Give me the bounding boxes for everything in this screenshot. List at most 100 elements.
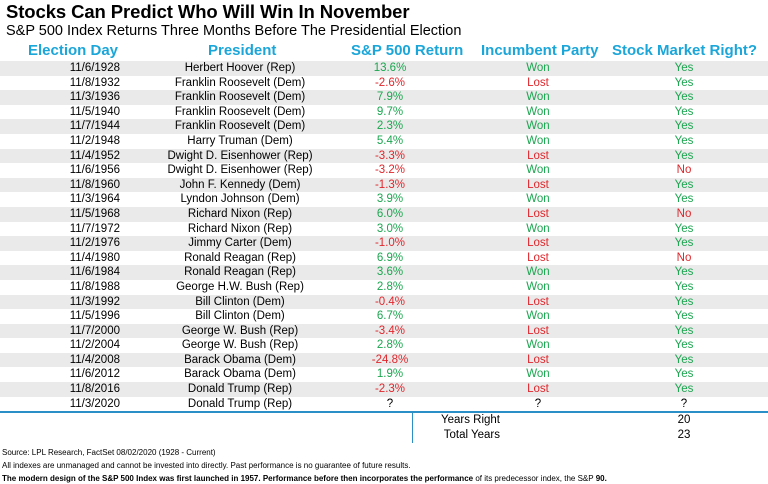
summary-row-years-right: Years Right 20 [0,413,768,428]
cell-president: Bill Clinton (Dem) [195,295,285,308]
cell-return: 6.9% [376,251,404,264]
cell-market-right: Yes [674,120,694,133]
cell-market-right: Yes [674,134,694,147]
cell-election-day: 11/8/1932 [69,76,120,89]
cell-market-right: Yes [674,295,694,308]
cell-market-right: Yes [674,91,694,104]
cell-incumbent-party: Lost [527,324,549,337]
summary-divider [412,413,413,443]
cell-incumbent-party: Lost [527,149,549,162]
cell-president: Herbert Hoover (Rep) [184,62,296,74]
cell-election-day: 11/5/1996 [69,310,120,323]
cell-election-day: 11/8/1960 [69,178,120,191]
cell-incumbent-party: Won [526,339,550,352]
table-row: 11/6/2012 Barack Obama (Dem) 1.9% Won Yes [0,367,768,382]
methodology-note-normal: of its predecessor index, the S&P [473,474,596,483]
cell-election-day: 11/8/1988 [69,280,120,293]
cell-market-right: Yes [674,222,694,235]
header-election-day: Election Day [28,42,119,59]
cell-election-day: 11/7/1944 [69,120,120,133]
cell-return: 6.7% [376,310,404,323]
table-row: 11/4/1980 Ronald Reagan (Rep) 6.9% Lost No [0,251,768,266]
table-row: 11/8/1932 Franklin Roosevelt (Dem) -2.6% Lo… [0,76,768,91]
table-header: Election Day President S&P 500 Return In… [0,41,768,61]
cell-incumbent-party: Lost [527,207,549,220]
cell-election-day: 11/4/1952 [69,149,120,162]
cell-market-right: ? [680,397,688,410]
table-row: 11/3/1992 Bill Clinton (Dem) -0.4% Lost Yes [0,294,768,310]
cell-return: 5.4% [376,134,404,147]
cell-election-day: 11/5/1968 [69,207,120,220]
cell-return: -3.2% [374,164,406,177]
methodology-note-bold: The modern design of the S&P 500 Index w… [2,474,474,483]
cell-incumbent-party: Lost [527,251,549,264]
cell-return: 2.8% [376,339,404,352]
cell-incumbent-party: Won [526,91,550,104]
table-row: 11/5/1968 Richard Nixon (Rep) 6.0% Lost No [0,206,768,222]
table-row: 11/8/1988 George H.W. Bush (Rep) 2.8% Won Ye… [0,280,768,295]
cell-return: 2.8% [376,280,404,293]
total-years-label: Total Years [443,429,500,441]
cell-president: Donald Trump (Rep) [187,397,293,410]
cell-incumbent-party: Lost [527,353,549,366]
cell-return: -24.8% [371,353,409,366]
cell-market-right: Yes [674,105,694,118]
cell-president: Richard Nixon (Rep) [187,207,293,220]
table-row: 11/2/2004 George W. Bush (Rep) 2.8% Won Yes [0,338,768,353]
header-market-right: Stock Market Right? [612,42,758,59]
cell-election-day: 11/6/1984 [69,266,120,279]
cell-return: 3.0% [376,222,404,235]
cell-president: Barack Obama (Dem) [184,368,296,381]
cell-market-right: Yes [674,266,694,279]
cell-election-day: 11/6/1928 [69,62,120,74]
cell-incumbent-party: Lost [527,76,549,89]
cell-president: Barack Obama (Dem) [184,353,296,366]
cell-market-right: No [676,207,692,220]
cell-return: 3.9% [376,193,404,206]
table-row: 11/7/1972 Richard Nixon (Rep) 3.0% Won Yes [0,222,768,237]
cell-market-right: Yes [674,339,694,352]
methodology-note-end: 90. [595,474,607,483]
cell-election-day: 11/2/2004 [69,339,120,352]
cell-market-right: Yes [674,324,694,337]
table-row: 11/6/1928 Herbert Hoover (Rep) 13.6% Won Yes [0,61,768,76]
cell-election-day: 11/3/1936 [69,91,120,104]
cell-market-right: Yes [674,237,694,250]
cell-president: Bill Clinton (Dem) [195,310,285,323]
cell-president: Richard Nixon (Rep) [187,222,293,235]
cell-incumbent-party: Won [526,120,550,133]
cell-president: Franklin Roosevelt (Dem) [174,91,306,104]
cell-president: John F. Kennedy (Dem) [179,178,301,191]
summary: Years Right 20 Total Years 23 [0,413,768,443]
header-president: President [208,42,277,59]
table-row: 11/2/1976 Jimmy Carter (Dem) -1.0% Lost Yes [0,236,768,251]
table-row: 11/3/1964 Lyndon Johnson (Dem) 3.9% Won Yes [0,192,768,207]
table-row: 11/6/1984 Ronald Reagan (Rep) 3.6% Won Yes [0,265,768,280]
table-row: 11/5/1940 Franklin Roosevelt (Dem) 9.7% Won… [0,105,768,120]
cell-president: Donald Trump (Rep) [187,383,293,396]
cell-return: -1.0% [374,237,406,250]
cell-election-day: 11/4/1980 [69,251,120,264]
cell-market-right: Yes [674,383,694,396]
methodology-note: The modern design of the S&P 500 Index w… [2,474,607,483]
cell-return: ? [386,397,394,410]
cell-president: Ronald Reagan (Rep) [184,266,296,279]
cell-incumbent-party: Won [526,134,550,147]
cell-election-day: 11/7/2000 [69,324,120,337]
cell-return: 1.9% [376,368,404,381]
cell-market-right: Yes [674,149,694,162]
cell-incumbent-party: Won [526,105,550,118]
source-note: Source: LPL Research, FactSet 08/02/2020… [2,448,216,457]
cell-incumbent-party: Won [526,310,550,323]
cell-return: -3.4% [374,324,406,337]
cell-president: George W. Bush (Rep) [181,324,299,337]
table-row: 11/2/1948 Harry Truman (Dem) 5.4% Won Yes [0,134,768,149]
cell-president: Jimmy Carter (Dem) [188,237,292,250]
table-row: 11/4/2008 Barack Obama (Dem) -24.8% Lost Yes [0,352,768,368]
cell-market-right: Yes [674,62,694,74]
total-years-value: 23 [677,429,691,441]
cell-election-day: 11/3/1964 [69,193,120,206]
header-incumbent: Incumbent Party [481,42,599,59]
table-row: 11/5/1996 Bill Clinton (Dem) 6.7% Won Yes [0,309,768,324]
table-row: 11/7/1944 Franklin Roosevelt (Dem) 2.3% Won… [0,119,768,134]
